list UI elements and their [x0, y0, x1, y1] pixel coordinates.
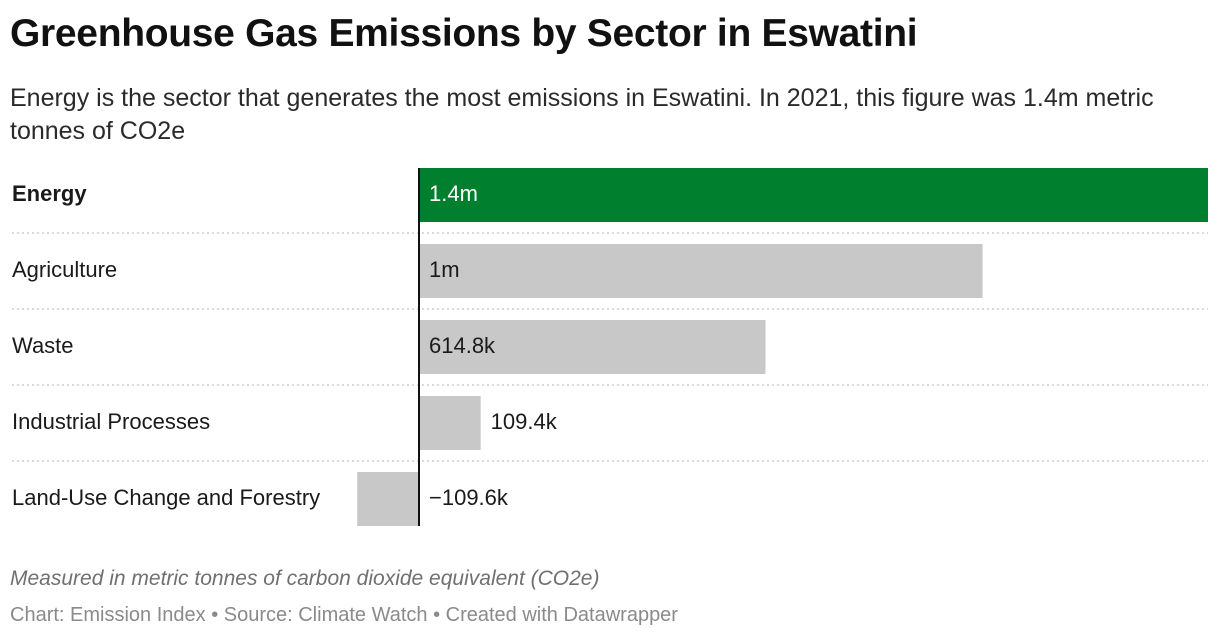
value-label: 614.8k [429, 333, 496, 358]
bar [419, 396, 481, 450]
value-label: 1m [429, 257, 460, 282]
chart-subtitle: Energy is the sector that generates the … [10, 84, 1154, 145]
category-label: Land-Use Change and Forestry [12, 485, 320, 510]
category-label: Industrial Processes [12, 409, 210, 434]
chart-note: Measured in metric tonnes of carbon diox… [10, 567, 600, 590]
bar [419, 168, 1208, 222]
bar [419, 320, 766, 374]
category-label: Agriculture [12, 257, 117, 282]
bar [419, 244, 983, 298]
value-label: 1.4m [429, 181, 478, 206]
bar [357, 472, 419, 526]
category-label: Energy [12, 181, 87, 206]
category-label: Waste [12, 333, 74, 358]
chart-title: Greenhouse Gas Emissions by Sector in Es… [10, 12, 918, 55]
value-label: 109.4k [491, 409, 558, 434]
chart-credits: Chart: Emission Index • Source: Climate … [10, 604, 678, 626]
value-label: −109.6k [429, 485, 509, 510]
bar-chart: Energy 1.4m Agriculture 1m Waste 614.8k Indust… [12, 168, 1208, 526]
